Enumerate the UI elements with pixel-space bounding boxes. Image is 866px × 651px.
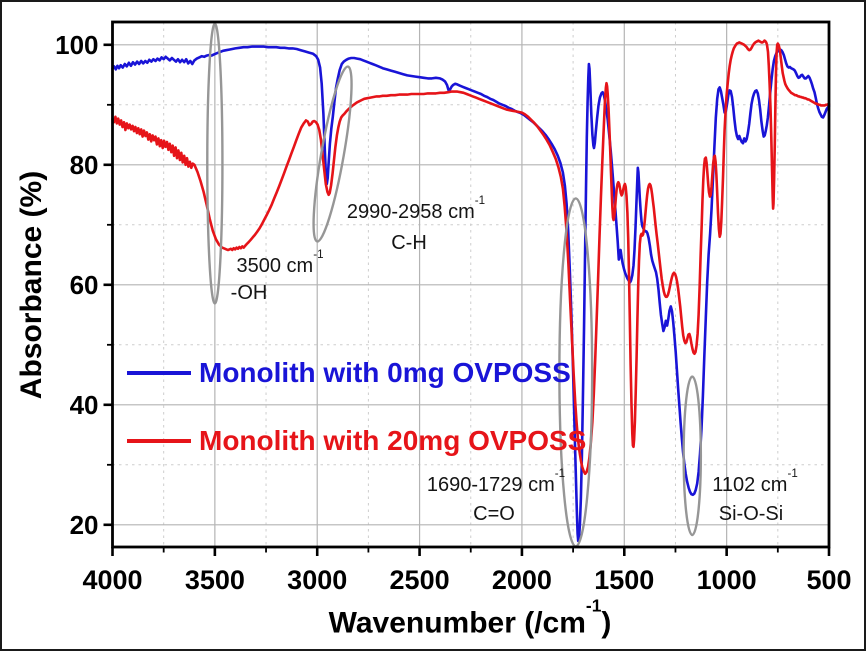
annotation-co-group: C=O xyxy=(473,503,515,525)
x-tick-label: 4000 xyxy=(82,565,142,595)
annotation-ch-wavenumber: 2990-2958 cm-1 xyxy=(346,194,485,223)
peak-marker-ellipse xyxy=(206,22,224,305)
annotation-oh-wavenumber: 3500 cm-1 xyxy=(236,248,323,277)
x-tick-label: 2000 xyxy=(492,565,552,595)
legend-item-20mg: Monolith with 20mg OVPOSS xyxy=(127,424,586,458)
annotation-ch-sup: -1 xyxy=(474,193,486,207)
x-tick-label: 500 xyxy=(806,565,851,595)
peak-marker-ellipse xyxy=(682,375,703,537)
legend-line-swatch-blue xyxy=(127,371,191,375)
annotation-co-text: 1690-1729 cm xyxy=(426,474,555,496)
y-tick-label: 20 xyxy=(70,510,99,540)
x-axis-title: Wavenumber (/cm-1) xyxy=(328,596,612,641)
annotation-ch-group: C-H xyxy=(391,232,427,254)
y-tick-label: 100 xyxy=(55,30,98,60)
x-tick-label: 2500 xyxy=(390,565,450,595)
x-axis-title-close: ) xyxy=(601,606,612,640)
annotation-siosi-sup: -1 xyxy=(787,466,798,480)
annotation-siosi-text: 1102 cm xyxy=(712,474,788,496)
y-axis-title: Absorbance (%) xyxy=(15,171,49,399)
spectrum-curve-20mg xyxy=(111,39,831,476)
y-tick-label: 60 xyxy=(70,270,99,300)
x-tick-label: 3000 xyxy=(287,565,347,595)
x-axis-title-text: Wavenumber (/cm xyxy=(328,606,586,640)
y-tick-label: 80 xyxy=(70,150,99,180)
annotation-oh-text: 3500 cm xyxy=(236,255,314,277)
y-tick-label: 40 xyxy=(70,390,99,420)
legend-line-swatch-red xyxy=(127,439,191,443)
legend-item-0mg: Monolith with 0mg OVPOSS xyxy=(127,356,571,390)
peak-marker-ellipse xyxy=(312,65,353,243)
x-tick-label: 1500 xyxy=(594,565,654,595)
annotation-oh-sup: -1 xyxy=(313,247,324,261)
legend-label-0mg: Monolith with 0mg OVPOSS xyxy=(199,357,571,388)
x-tick-label: 3500 xyxy=(185,565,245,595)
annotation-siosi-group: Si-O-Si xyxy=(718,503,784,525)
y-axis-title-text: Absorbance (%) xyxy=(15,170,48,400)
spectrum-curve-0mg xyxy=(111,45,831,543)
annotation-siosi-wavenumber: 1102 cm-1 xyxy=(712,467,798,496)
annotation-co-sup: -1 xyxy=(554,466,566,480)
x-axis-title-sup: -1 xyxy=(585,595,602,616)
annotation-ch-text: 2990-2958 cm xyxy=(346,201,475,223)
annotation-co-wavenumber: 1690-1729 cm-1 xyxy=(426,467,565,496)
x-tick-label: 1000 xyxy=(697,565,757,595)
legend-label-20mg: Monolith with 20mg OVPOSS xyxy=(199,425,587,456)
annotation-oh-group: -OH xyxy=(230,282,268,304)
